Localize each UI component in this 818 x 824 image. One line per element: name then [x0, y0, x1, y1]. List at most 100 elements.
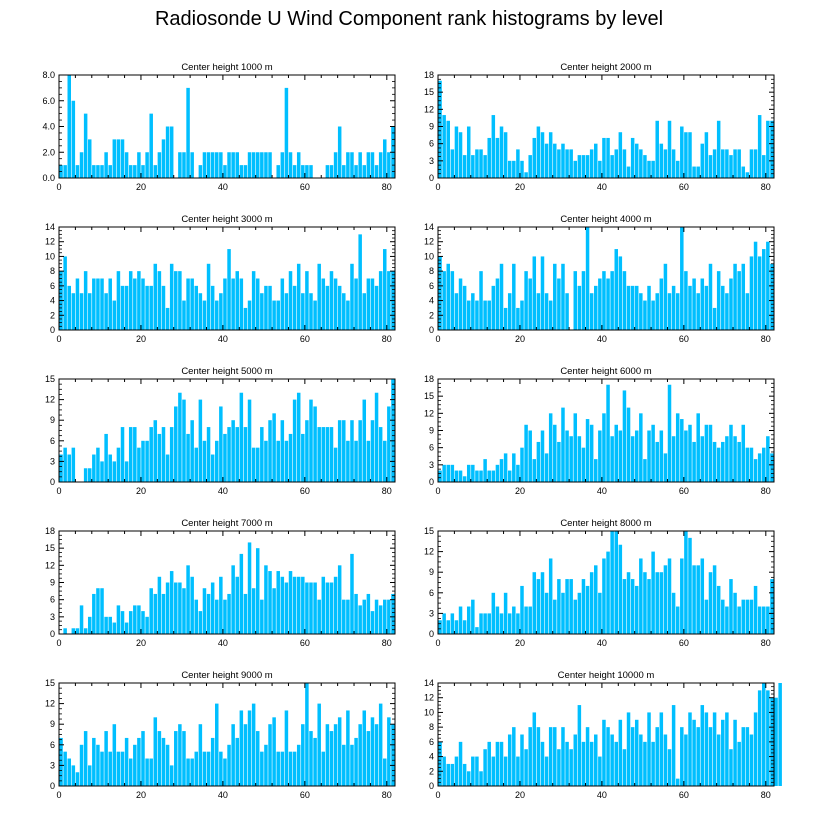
histogram-bar — [487, 470, 491, 482]
x-tick-label: 80 — [761, 486, 771, 496]
histogram-bar — [766, 690, 770, 786]
histogram-bar — [614, 531, 618, 634]
histogram-bar — [96, 744, 100, 786]
histogram-bar — [520, 447, 524, 482]
histogram-bar — [378, 703, 383, 786]
histogram-bar — [594, 459, 598, 482]
histogram-bar — [540, 572, 545, 634]
histogram-bar — [358, 605, 362, 634]
histogram-bar — [516, 149, 520, 178]
histogram-bar — [153, 593, 158, 634]
histogram-bar — [737, 741, 741, 786]
histogram-bar — [124, 285, 129, 330]
histogram-bar — [737, 441, 741, 482]
histogram-bar — [75, 278, 80, 330]
histogram-bar — [104, 293, 108, 330]
histogram-bar — [268, 571, 272, 634]
histogram-bar — [466, 771, 471, 786]
histogram-bar — [708, 155, 713, 178]
histogram-bar — [112, 622, 117, 634]
histogram-bar — [272, 300, 276, 330]
histogram-bar — [618, 544, 623, 634]
histogram-bar — [647, 285, 651, 330]
histogram-bar — [83, 271, 88, 330]
histogram-bar — [370, 420, 375, 482]
histogram-bar — [374, 285, 379, 330]
histogram-bar — [153, 420, 158, 482]
histogram-bar — [598, 278, 602, 330]
histogram-bar — [700, 558, 705, 634]
x-tick-label: 20 — [515, 638, 525, 648]
y-tick-label: 12 — [424, 547, 434, 557]
histogram-bar — [589, 149, 594, 178]
histogram-bar — [651, 551, 655, 634]
histogram-bar — [692, 441, 696, 482]
histogram-bar — [337, 420, 342, 482]
x-tick-label: 80 — [382, 790, 392, 800]
histogram-bar — [622, 579, 627, 634]
histogram-bar — [491, 756, 496, 786]
histogram-bar — [745, 293, 750, 330]
histogram-bar — [362, 165, 367, 179]
histogram-bar — [210, 454, 215, 482]
histogram-bar — [639, 149, 643, 178]
histogram-bar — [598, 160, 602, 178]
histogram-bar — [516, 613, 520, 634]
histogram-bar — [548, 132, 553, 178]
histogram-bar — [499, 263, 504, 330]
histogram-bar — [309, 293, 313, 330]
histogram-bar — [602, 558, 606, 634]
histogram-bar — [276, 300, 280, 330]
histogram-bar — [573, 599, 578, 634]
y-tick-label: 15 — [424, 87, 434, 97]
histogram-bar — [137, 271, 141, 330]
histogram-bar — [745, 599, 750, 634]
histogram-bar — [301, 724, 305, 786]
histogram-bar — [215, 703, 219, 786]
histogram-bar — [247, 152, 252, 178]
histogram-bar — [350, 263, 354, 330]
histogram-bar — [243, 165, 248, 179]
histogram-bar — [458, 278, 463, 330]
x-tick-label: 40 — [218, 790, 228, 800]
histogram-bar — [651, 424, 655, 482]
histogram-bar — [487, 741, 491, 786]
histogram-bar — [647, 579, 651, 634]
histogram-bar — [383, 440, 387, 482]
histogram-bar — [96, 447, 100, 482]
histogram-bar — [366, 731, 371, 786]
histogram-bar — [503, 307, 508, 330]
histogram-bar — [264, 440, 268, 482]
histogram-bar — [639, 413, 643, 482]
histogram-bar — [577, 436, 582, 482]
histogram-bar — [178, 392, 182, 482]
histogram-bar — [366, 440, 371, 482]
histogram-bar — [182, 731, 186, 786]
histogram-bar — [186, 433, 190, 482]
histogram-panel: Center height 1000 m 0 20 40 60 80 0.0 2.0 4.0 6.… — [42, 62, 396, 192]
histogram-bar — [387, 717, 391, 786]
histogram-bar — [454, 293, 459, 330]
histogram-bar — [663, 565, 668, 634]
y-tick-label: 15 — [424, 526, 434, 536]
histogram-bar — [757, 256, 762, 330]
y-tick-label: 14 — [424, 222, 434, 232]
histogram-bar — [169, 427, 174, 482]
histogram-bar — [495, 278, 500, 330]
histogram-bar — [454, 126, 459, 178]
histogram-bar — [223, 433, 227, 482]
histogram-bar — [483, 749, 487, 786]
histogram-bar — [280, 751, 285, 786]
histogram-bar — [667, 749, 672, 786]
histogram-bar — [108, 616, 112, 634]
histogram-bar — [450, 763, 455, 786]
histogram-bar — [553, 599, 557, 634]
histogram-bar — [210, 582, 215, 634]
histogram-bar — [729, 155, 733, 178]
histogram-bar — [284, 87, 289, 179]
histogram-bar — [255, 731, 260, 786]
histogram-bar — [675, 778, 680, 786]
histogram-bar — [606, 551, 610, 634]
histogram-bar — [59, 737, 63, 786]
histogram-bar — [696, 565, 700, 634]
